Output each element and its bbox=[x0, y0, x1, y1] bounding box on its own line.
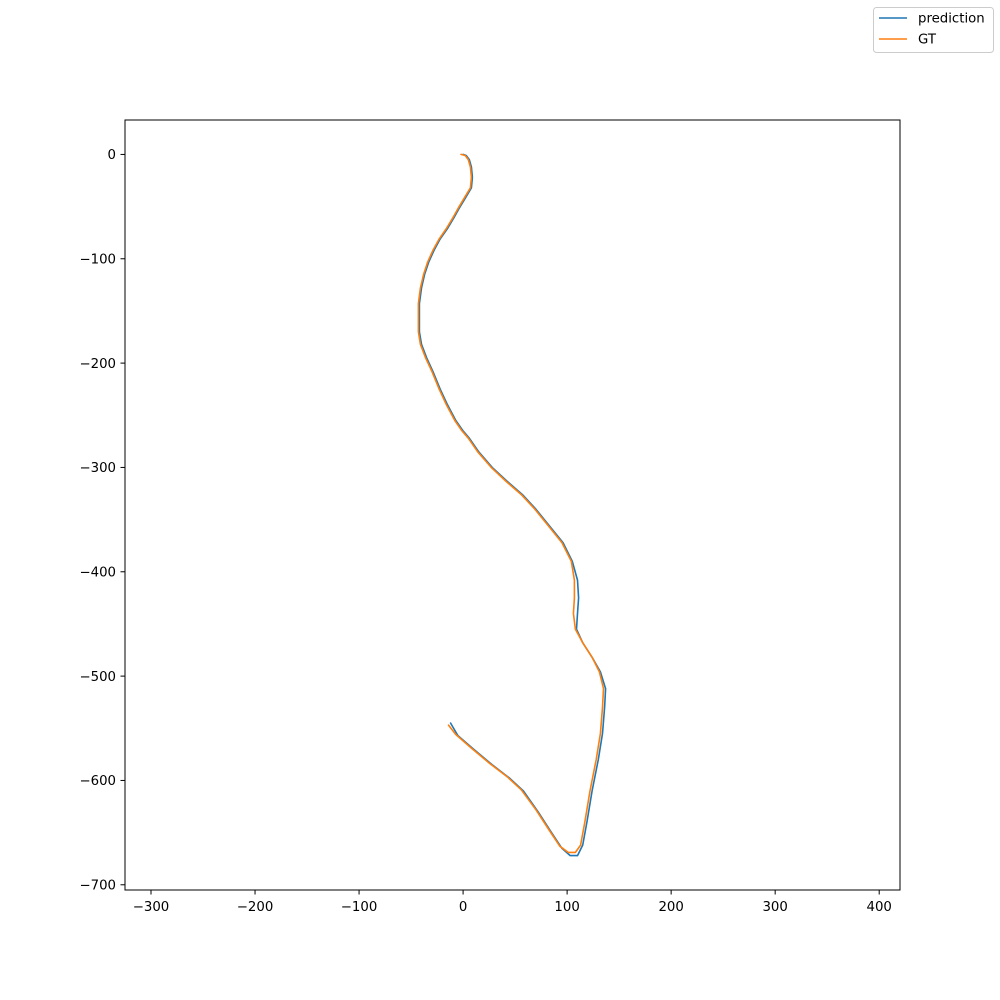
x-tick-label: −200 bbox=[237, 900, 274, 915]
x-tick-label: −100 bbox=[341, 900, 378, 915]
x-axis: −300 −200 −100 0 100 200 300 400 bbox=[133, 890, 892, 915]
series-line-gt bbox=[417, 153, 605, 854]
y-tick-label: −700 bbox=[79, 878, 116, 893]
x-tick-label: 200 bbox=[658, 900, 683, 915]
y-tick-label: −100 bbox=[79, 252, 116, 267]
legend-label: prediction bbox=[918, 12, 985, 27]
plot-area-background bbox=[125, 120, 900, 890]
y-tick-label: −300 bbox=[79, 461, 116, 476]
y-tick-label: −600 bbox=[79, 774, 116, 789]
series-line-prediction bbox=[418, 153, 607, 857]
series-layer bbox=[417, 153, 607, 857]
x-tick-label: 400 bbox=[866, 900, 891, 915]
x-tick-label: −300 bbox=[133, 900, 170, 915]
y-tick-label: 0 bbox=[108, 148, 116, 163]
x-tick-label: 0 bbox=[459, 900, 467, 915]
y-tick-label: −400 bbox=[79, 565, 116, 580]
x-tick-label: 100 bbox=[554, 900, 579, 915]
y-tick-label: −500 bbox=[79, 670, 116, 685]
y-axis: 0 −100 −200 −300 −400 −500 −600 −700 bbox=[79, 148, 125, 893]
x-tick-label: 300 bbox=[762, 900, 787, 915]
y-tick-label: −200 bbox=[79, 357, 116, 372]
legend-label: GT bbox=[918, 33, 937, 48]
plot-area-frame bbox=[124, 119, 901, 891]
legend: prediction GT bbox=[873, 7, 994, 53]
